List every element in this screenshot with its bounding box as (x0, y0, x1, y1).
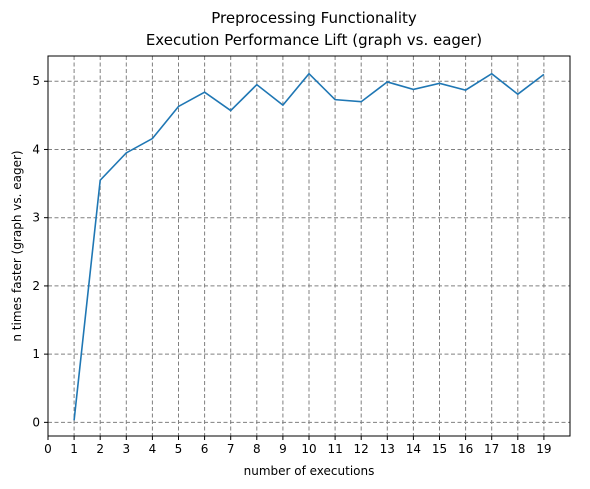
x-tick-label: 17 (484, 442, 499, 456)
x-tick-label: 5 (175, 442, 183, 456)
x-tick-label: 10 (301, 442, 316, 456)
x-axis-label: number of executions (244, 464, 375, 478)
y-tick-label: 0 (32, 415, 40, 429)
y-tick-label: 5 (32, 74, 40, 88)
series-line (73, 72, 545, 421)
grid (47, 56, 570, 436)
x-tick-label: 13 (380, 442, 395, 456)
x-tick-label: 15 (432, 442, 447, 456)
x-tick-label: 6 (201, 442, 209, 456)
chart-subtitle: Execution Performance Lift (graph vs. ea… (146, 31, 482, 49)
series-layer (73, 72, 545, 421)
x-tick-label: 1 (70, 442, 78, 456)
x-tick-label: 7 (227, 442, 235, 456)
x-tick-label: 0 (44, 442, 52, 456)
y-axis-ticks: 0 1 2 3 4 5 (32, 74, 48, 429)
x-tick-label: 14 (406, 442, 421, 456)
x-tick-label: 18 (510, 442, 525, 456)
chart-title: Preprocessing Functionality (211, 9, 417, 27)
x-tick-label: 8 (253, 442, 261, 456)
x-tick-label: 4 (149, 442, 157, 456)
x-axis-ticks: 0 1 2 3 4 5 6 7 8 9 10 11 12 13 14 15 16 17 18 19 (44, 436, 552, 456)
y-tick-label: 3 (32, 211, 40, 225)
y-tick-label: 2 (32, 279, 40, 293)
y-tick-label: 1 (32, 347, 40, 361)
y-tick-label: 4 (32, 142, 40, 156)
x-tick-label: 11 (327, 442, 342, 456)
x-tick-label: 12 (354, 442, 369, 456)
x-tick-label: 9 (279, 442, 287, 456)
x-tick-label: 3 (122, 442, 130, 456)
y-axis-label: n times faster (graph vs. eager) (10, 150, 24, 341)
x-tick-label: 16 (458, 442, 473, 456)
x-tick-label: 19 (536, 442, 551, 456)
x-tick-label: 2 (96, 442, 104, 456)
